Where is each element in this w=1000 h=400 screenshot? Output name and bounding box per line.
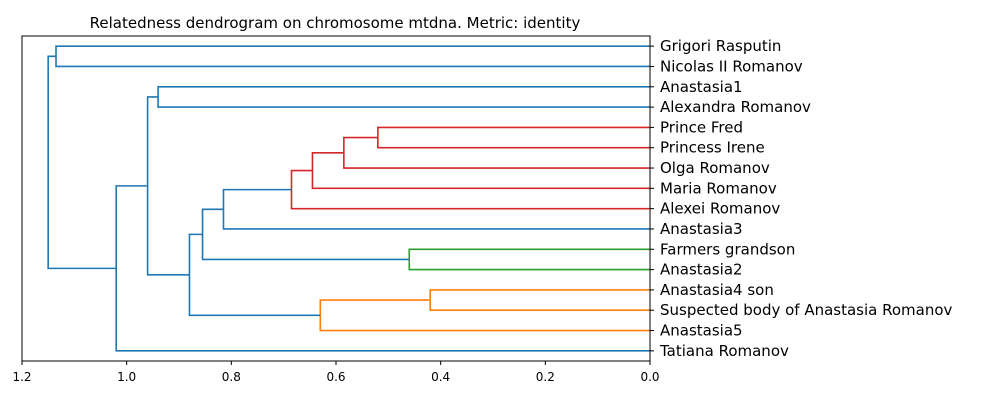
dendrogram-link — [408, 248, 650, 271]
leaf-label: Princess Irene — [660, 139, 765, 157]
x-axis: 1.2 1.0 0.8 0.6 0.4 0.2 0.0 — [12, 361, 660, 384]
leaf-label: Suspected body of Anastasia Romanov — [660, 301, 953, 319]
leaf-label: Anastasia1 — [660, 78, 743, 96]
leaf-label: Grigori Rasputin — [660, 37, 781, 55]
leaf-label: Olga Romanov — [660, 159, 770, 177]
leaf-labels: Grigori Rasputin Nicolas II Romanov Anasta… — [650, 37, 953, 360]
dendrogram-link — [201, 208, 410, 261]
dendrogram-link — [343, 136, 650, 169]
dendrogram-links — [47, 45, 650, 352]
leaf-label: Anastasia4 son — [660, 281, 774, 299]
leaf-label: Alexei Romanov — [660, 200, 780, 218]
leaf-label: Anastasia2 — [660, 261, 743, 279]
leaf-label: Alexandra Romanov — [660, 98, 811, 116]
dendrogram-link — [290, 169, 650, 210]
leaf-label: Tatiana Romanov — [659, 342, 789, 360]
x-tick-label: 1.2 — [12, 370, 31, 384]
dendrogram-link — [311, 151, 650, 190]
dendrogram-link — [115, 185, 650, 352]
dendrogram-link — [188, 233, 321, 317]
dendrogram-link — [429, 289, 650, 312]
x-tick-label: 0.6 — [326, 370, 345, 384]
dendrogram-link — [157, 85, 650, 108]
leaf-label: Maria Romanov — [660, 179, 777, 197]
dendrogram-link — [55, 45, 650, 68]
x-tick-label: 0.2 — [536, 370, 555, 384]
leaf-label: Prince Fred — [660, 118, 743, 136]
dendrogram-link — [377, 126, 650, 149]
leaf-label: Anastasia5 — [660, 322, 743, 340]
x-tick-label: 1.0 — [117, 370, 136, 384]
x-tick-label: 0.8 — [222, 370, 241, 384]
dendrogram-link — [47, 55, 117, 270]
x-tick-label: 0.4 — [431, 370, 450, 384]
chart-title: Relatedness dendrogram on chromosome mtd… — [90, 14, 581, 32]
leaf-label: Anastasia3 — [660, 220, 743, 238]
x-tick-label: 0.0 — [640, 370, 659, 384]
leaf-label: Nicolas II Romanov — [660, 57, 803, 75]
dendrogram-link — [146, 96, 190, 276]
leaf-label: Farmers grandson — [660, 240, 795, 258]
dendrogram-link — [319, 299, 650, 332]
